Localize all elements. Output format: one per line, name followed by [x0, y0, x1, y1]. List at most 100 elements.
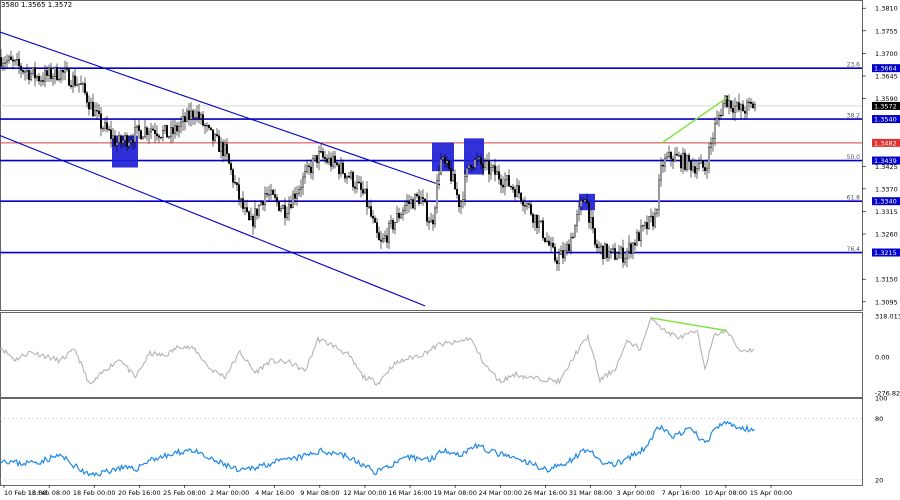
candle-body [734, 105, 737, 113]
candle-body [558, 254, 561, 264]
candle-body [300, 187, 303, 190]
candle-body [48, 67, 51, 76]
candle-body [388, 222, 391, 243]
candle-body [58, 78, 61, 81]
candle-body [484, 161, 487, 168]
candle-body [752, 103, 755, 109]
candle-body [201, 114, 204, 126]
candle-body [195, 111, 198, 118]
rsi-panel [0, 418, 862, 481]
candle-body [496, 171, 499, 175]
candle-body [472, 167, 475, 169]
candle-body [524, 205, 527, 207]
candle-body [36, 76, 39, 79]
candle-body [179, 121, 182, 127]
candle-body [564, 250, 567, 259]
candle-body [44, 70, 47, 82]
candle-body [458, 194, 461, 207]
candle-body [187, 110, 190, 120]
current-price-tag [872, 101, 900, 110]
price-tick-label: 1.3095 [875, 298, 898, 306]
candle-body [656, 208, 659, 214]
candle-body [746, 101, 749, 114]
candle-body [121, 140, 124, 144]
candle-body [584, 199, 587, 202]
candle-body [213, 134, 216, 141]
candle-body [147, 131, 150, 135]
candle-body [77, 83, 80, 85]
candle-body [620, 247, 623, 254]
candle-body [474, 159, 477, 168]
panel-frame-1 [0, 312, 863, 398]
candle-body [440, 159, 443, 175]
candle-body [398, 213, 401, 219]
candle-body [628, 243, 631, 252]
candle-body [678, 155, 681, 157]
candle-body [582, 200, 585, 202]
red-level-label: 1.3482 [874, 139, 897, 147]
candle-body [446, 160, 449, 164]
candle-body [738, 102, 741, 111]
candle-body [145, 127, 148, 135]
candle-body [81, 83, 84, 85]
candle-body [520, 192, 523, 201]
candle-body [742, 104, 745, 112]
candle-body [129, 140, 132, 143]
candle-body [602, 245, 605, 259]
candle-body [370, 206, 373, 217]
candle-body [610, 248, 613, 252]
candle-body [177, 126, 180, 132]
candle-body [364, 188, 367, 194]
candle-body [560, 250, 563, 255]
candle-body [167, 136, 170, 138]
candle-body [396, 213, 399, 223]
candle-body [744, 110, 747, 114]
candle-body [310, 166, 313, 173]
candle-body [424, 198, 427, 202]
candle-body [566, 244, 569, 251]
candle-body [274, 194, 277, 198]
candle-body [107, 128, 110, 131]
candle-body [237, 184, 240, 200]
fib-price-label: 1.3215 [874, 249, 897, 257]
candle-body [18, 59, 21, 67]
candle-body [245, 207, 248, 212]
candle-body [562, 250, 565, 259]
candle-body [87, 102, 90, 110]
candle-body [258, 204, 261, 216]
candle-body [662, 164, 665, 167]
x-tick-label: 12 Mar 00:00 [343, 489, 386, 497]
candle-body [185, 110, 188, 122]
candle-body [384, 235, 387, 239]
candle-body [0, 57, 2, 67]
price-tick-label: 1.3645 [875, 72, 898, 80]
candle-body [348, 175, 351, 178]
candle-body [211, 129, 214, 141]
price-tick-label: 1.3425 [875, 163, 898, 171]
candle-body [143, 127, 146, 138]
x-tick-label: 2 Mar 00:00 [210, 489, 249, 497]
fib-percent-label: 76.4 [847, 246, 861, 253]
x-tick-label: 24 Mar 00:00 [479, 489, 522, 497]
candle-body [682, 152, 685, 169]
candle-body [225, 144, 228, 155]
candle-body [606, 243, 609, 258]
x-tick-label: 10 Feb 16:00 [4, 489, 47, 497]
candle-body [526, 203, 529, 207]
candle-body [20, 65, 23, 71]
candle-body [71, 75, 74, 88]
candle-body [674, 153, 677, 162]
candle-body [95, 110, 98, 112]
candle-body [470, 165, 473, 168]
rsi-line [0, 420, 755, 477]
candle-body [720, 114, 723, 117]
candle-body [392, 220, 395, 230]
candles [0, 49, 757, 271]
candle-body [684, 152, 687, 170]
candle-body [67, 69, 70, 86]
candle-body [302, 176, 305, 188]
candle-body [700, 160, 703, 164]
candle-body [430, 219, 433, 223]
candle-body [488, 160, 491, 175]
candle-body [290, 204, 293, 208]
